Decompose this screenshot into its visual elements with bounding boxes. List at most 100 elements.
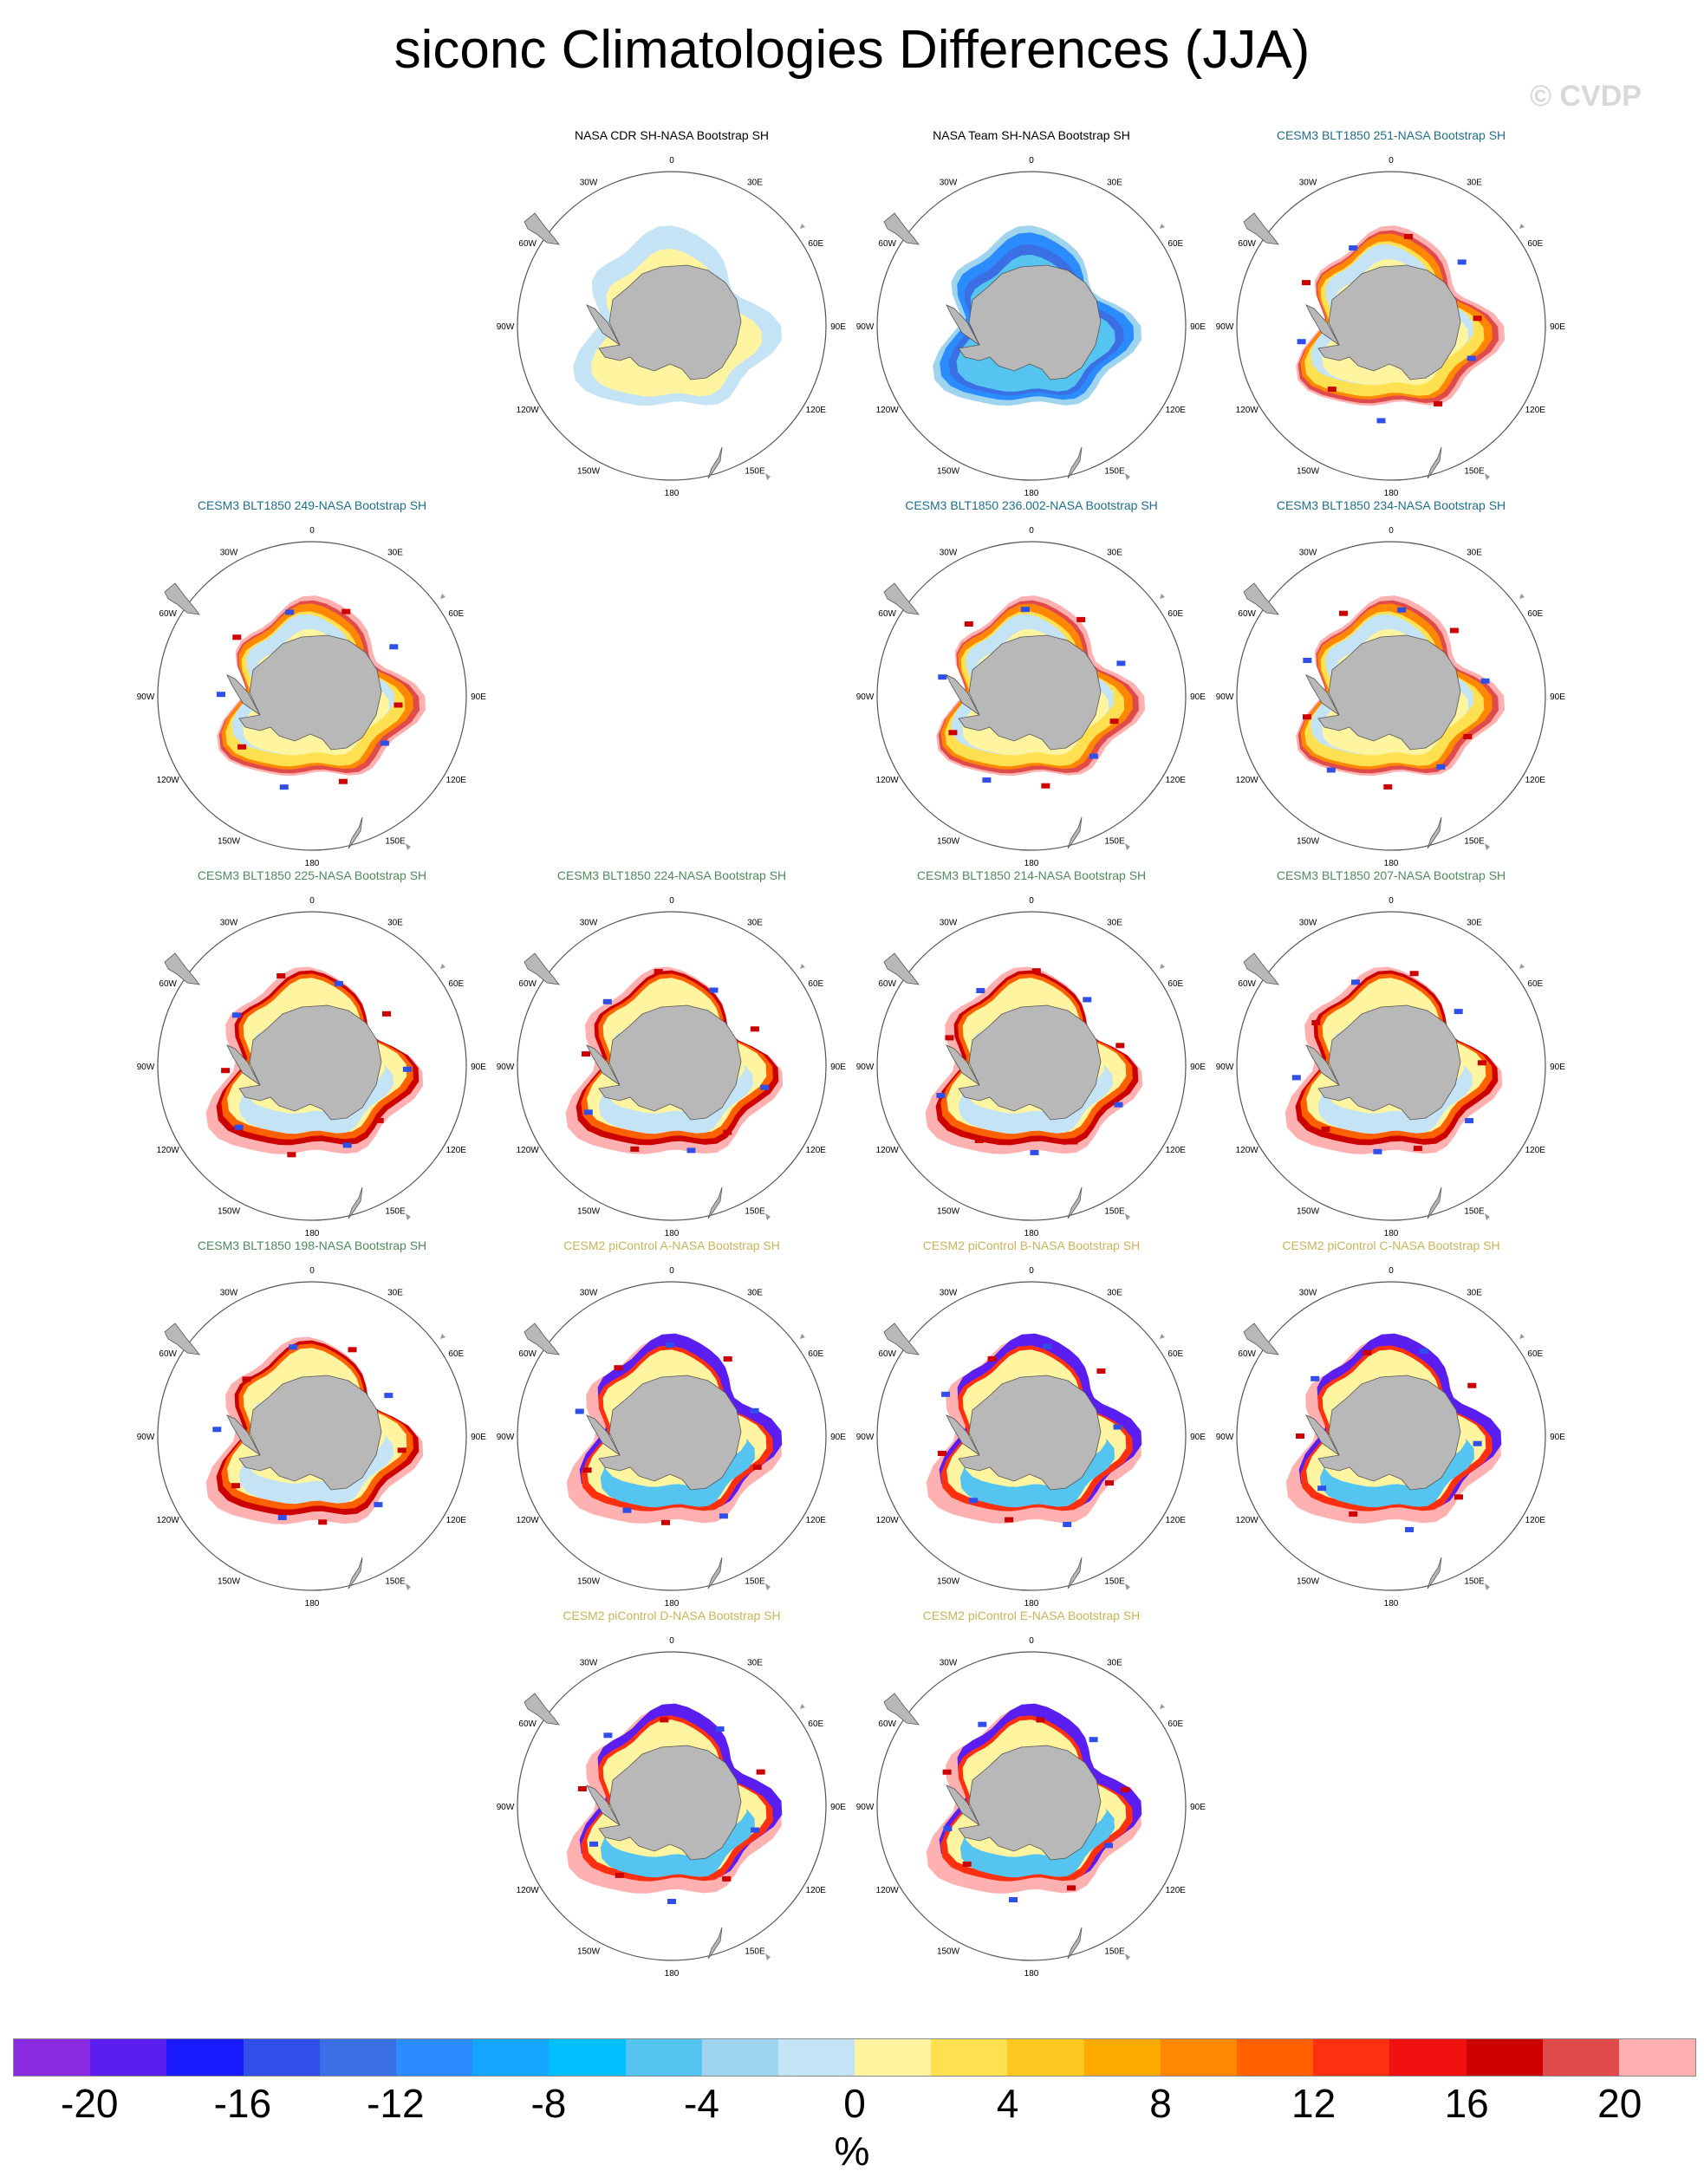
longitude-label: 30E bbox=[387, 549, 403, 558]
anomaly-cell bbox=[723, 1356, 732, 1362]
antarctic-peninsula bbox=[946, 1044, 980, 1086]
polar-map: 0 30E 60E 90E 120E 150E 180 150W 120W 90W 60W 30W bbox=[137, 526, 487, 868]
longitude-label: 150W bbox=[937, 1576, 960, 1586]
panel-title: CESM3 BLT1850 236.002-NASA Bootstrap SH bbox=[905, 498, 1158, 512]
longitude-label: 30W bbox=[220, 549, 238, 558]
longitude-label: 60E bbox=[808, 979, 823, 989]
anomaly-cell bbox=[338, 778, 348, 784]
anomaly-cell bbox=[1473, 1440, 1482, 1446]
panel-title: CESM3 BLT1850 251-NASA Bootstrap SH bbox=[1276, 128, 1506, 142]
anomaly-cell bbox=[289, 1344, 298, 1350]
longitude-label: 60E bbox=[808, 1719, 823, 1729]
island bbox=[1125, 1953, 1130, 1960]
longitude-label: 0 bbox=[1389, 156, 1394, 166]
colorbar-box bbox=[701, 2039, 778, 2076]
antarctic-peninsula bbox=[1305, 304, 1340, 346]
anomaly-cell bbox=[1467, 1382, 1477, 1388]
colorbar-box bbox=[1083, 2039, 1161, 2076]
longitude-label: 90E bbox=[471, 1063, 486, 1072]
longitude-label: 180 bbox=[665, 1229, 680, 1238]
longitude-label: 120W bbox=[876, 1516, 900, 1525]
anomaly-cell bbox=[583, 1109, 593, 1115]
longitude-label: 30W bbox=[1299, 549, 1317, 558]
anomaly-cell bbox=[1363, 1349, 1372, 1355]
polar-map: 0 30E 60E 90E 120E 150E 180 150W 120W 90W 60W 30W bbox=[497, 896, 847, 1238]
colorbar-tick-label: -8 bbox=[530, 2081, 567, 2126]
longitude-label: 120E bbox=[1166, 776, 1187, 785]
anomaly-cell bbox=[384, 1393, 393, 1399]
anomaly-cell bbox=[1449, 627, 1459, 634]
longitude-label: 90E bbox=[471, 1433, 486, 1442]
longitude-label: 150E bbox=[1104, 1947, 1125, 1956]
colorbar bbox=[13, 2038, 1696, 2077]
colorbar-tick-label: 12 bbox=[1291, 2081, 1337, 2126]
anomaly-cell bbox=[285, 609, 295, 615]
longitude-label: 90E bbox=[471, 692, 486, 702]
panel-title: NASA CDR SH-NASA Bootstrap SH bbox=[574, 128, 770, 142]
anomaly-cell bbox=[1109, 718, 1119, 725]
polar-map: 0 30E 60E 90E 120E 150E 180 150W 120W 90W 60W 30W bbox=[856, 526, 1206, 868]
antarctic-peninsula bbox=[1305, 674, 1340, 716]
anomaly-cell bbox=[582, 1467, 592, 1473]
anomaly-cell bbox=[1291, 1075, 1301, 1081]
longitude-label: 150E bbox=[1464, 466, 1485, 476]
longitude-label: 90E bbox=[1550, 1063, 1565, 1072]
longitude-label: 30W bbox=[1299, 179, 1317, 188]
antarctic-peninsula bbox=[586, 1784, 621, 1826]
antarctica-landmass bbox=[958, 634, 1102, 751]
colorbar-tick-label: -16 bbox=[213, 2081, 272, 2126]
anomaly-cell bbox=[1114, 1102, 1123, 1108]
longitude-label: 150E bbox=[745, 1206, 765, 1216]
longitude-label: 60E bbox=[1167, 979, 1183, 989]
anomaly-cell bbox=[217, 692, 225, 698]
anomaly-cell bbox=[334, 980, 343, 986]
anomaly-cell bbox=[945, 1035, 954, 1041]
map-panel: CESM3 BLT1850 214-NASA Bootstrap SH 0 30E 6… bbox=[849, 868, 1213, 1241]
longitude-label: 30W bbox=[940, 1289, 958, 1298]
anomaly-cell bbox=[1349, 1511, 1358, 1517]
longitude-label: 180 bbox=[665, 1599, 680, 1609]
longitude-label: 30E bbox=[1107, 1289, 1122, 1298]
antarctica-landmass bbox=[958, 264, 1102, 380]
longitude-label: 0 bbox=[309, 896, 315, 906]
anomaly-cell bbox=[654, 969, 663, 975]
colorbar-box bbox=[472, 2039, 550, 2076]
antarctic-peninsula bbox=[1305, 1414, 1340, 1456]
colorbar-box bbox=[549, 2039, 626, 2076]
island bbox=[1519, 964, 1525, 969]
longitude-label: 60W bbox=[878, 239, 896, 249]
anomaly-cell bbox=[582, 1051, 590, 1057]
longitude-label: 150W bbox=[577, 1206, 601, 1216]
anomaly-cell bbox=[242, 1376, 251, 1382]
panel-title: CESM3 BLT1850 249-NASA Bootstrap SH bbox=[197, 498, 427, 512]
longitude-label: 30E bbox=[747, 179, 763, 188]
anomaly-cell bbox=[1104, 1843, 1114, 1849]
anomaly-cell bbox=[752, 1464, 762, 1470]
longitude-label: 30W bbox=[940, 919, 958, 928]
longitude-label: 90W bbox=[137, 1433, 155, 1442]
polar-map: 0 30E 60E 90E 120E 150E 180 150W 120W 90W 60W 30W bbox=[856, 156, 1206, 498]
south-america-landmass bbox=[1243, 582, 1279, 615]
island bbox=[406, 1213, 411, 1220]
longitude-label: 90W bbox=[1216, 1063, 1234, 1072]
longitude-label: 90E bbox=[1190, 692, 1206, 702]
anomaly-cell bbox=[589, 1841, 599, 1847]
longitude-label: 150E bbox=[1104, 1576, 1125, 1586]
longitude-label: 150W bbox=[937, 1947, 960, 1956]
south-america-landmass bbox=[1243, 212, 1279, 245]
longitude-label: 60W bbox=[878, 1719, 896, 1729]
map-panel: CESM3 BLT1850 198-NASA Bootstrap SH 0 30E 6… bbox=[130, 1238, 494, 1611]
colorbar-box bbox=[243, 2039, 320, 2076]
colorbar-box bbox=[931, 2039, 1008, 2076]
longitude-label: 30E bbox=[747, 1659, 763, 1668]
anomaly-cell bbox=[1036, 1717, 1045, 1723]
anomaly-cell bbox=[1067, 1885, 1076, 1891]
longitude-label: 0 bbox=[1389, 1266, 1394, 1276]
anomaly-cell bbox=[1005, 1517, 1014, 1523]
longitude-label: 60W bbox=[1238, 609, 1256, 619]
longitude-label: 0 bbox=[1029, 156, 1034, 166]
polar-map: 0 30E 60E 90E 120E 150E 180 150W 120W 90W 60W 30W bbox=[1216, 156, 1566, 498]
anomaly-cell bbox=[232, 1012, 241, 1018]
longitude-label: 90W bbox=[1216, 692, 1234, 702]
longitude-label: 30W bbox=[580, 179, 598, 188]
